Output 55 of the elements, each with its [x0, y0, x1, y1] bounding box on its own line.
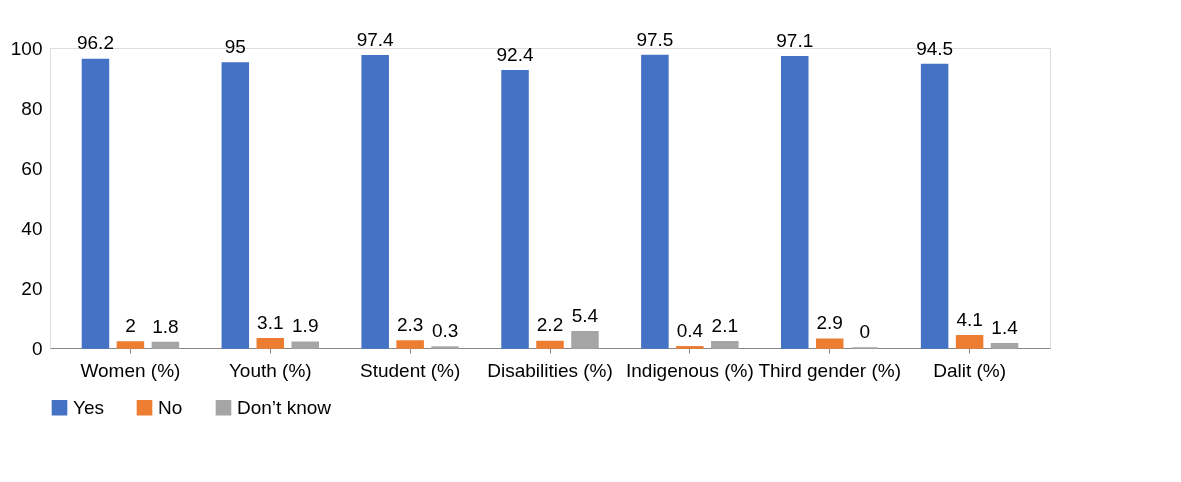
y-tick-label: 0 — [31, 337, 43, 359]
x-tick-label: Disabilities (%) — [487, 359, 613, 381]
data-label: 97.5 — [636, 28, 674, 50]
x-tick-label: Youth (%) — [228, 359, 312, 381]
bar — [221, 62, 250, 349]
data-label: 2.3 — [396, 314, 424, 336]
bar — [711, 340, 739, 349]
data-label: 97.1 — [776, 29, 814, 51]
data-label: 96.2 — [76, 32, 114, 54]
y-tick-label: 40 — [21, 217, 43, 239]
data-label: 1.4 — [991, 316, 1019, 338]
y-tick-label: 80 — [21, 97, 43, 119]
data-label: 94.5 — [916, 37, 954, 59]
legend-label: Don’t know — [237, 396, 332, 418]
bar — [81, 58, 110, 349]
data-label: 92.4 — [496, 43, 534, 65]
data-label: 2.9 — [816, 312, 843, 334]
data-label: 0 — [859, 321, 870, 342]
bar — [781, 55, 809, 349]
bar — [815, 338, 844, 349]
bar — [955, 334, 984, 349]
data-label: 97.4 — [356, 28, 395, 50]
bar — [396, 340, 424, 349]
data-label: 0.4 — [676, 319, 704, 341]
data-label: 95 — [224, 36, 246, 57]
data-label: 0.3 — [431, 320, 459, 342]
data-label: 1.9 — [292, 315, 319, 337]
data-label: 2.1 — [711, 314, 739, 336]
x-tick-label: Student (%) — [359, 359, 461, 381]
bar — [361, 55, 389, 349]
bar — [256, 337, 285, 349]
data-label: 2 — [125, 315, 136, 336]
bar — [151, 341, 180, 349]
y-tick-label: 60 — [21, 157, 43, 179]
bar — [116, 341, 145, 349]
legend-label: Yes — [73, 396, 104, 418]
y-tick-label: 100 — [10, 37, 43, 59]
data-label: 2.2 — [536, 314, 564, 336]
data-label: 1.8 — [152, 315, 179, 337]
x-tick-label: Indigenous (%) — [625, 359, 754, 381]
x-tick-label: Women (%) — [80, 359, 181, 381]
bar — [920, 63, 949, 349]
bar — [501, 70, 529, 349]
y-tick-label: 20 — [21, 277, 43, 299]
bar — [990, 343, 1019, 349]
data-label: 5.4 — [571, 304, 599, 326]
bar — [571, 331, 599, 349]
data-label: 3.1 — [257, 311, 284, 333]
x-tick-label: Third gender (%) — [758, 359, 901, 381]
bar — [291, 341, 319, 349]
data-label: 4.1 — [956, 308, 983, 330]
x-tick-label: Dalit (%) — [933, 359, 1006, 381]
bar — [536, 340, 564, 349]
legend-label: No — [158, 396, 183, 418]
bar — [641, 54, 669, 349]
